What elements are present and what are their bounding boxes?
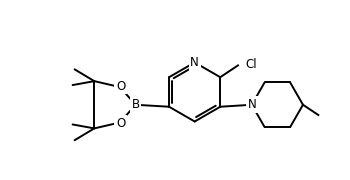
Text: Cl: Cl (245, 58, 257, 71)
Text: N: N (190, 56, 199, 69)
Text: O: O (116, 117, 126, 130)
Text: B: B (132, 98, 140, 111)
Text: O: O (116, 80, 126, 93)
Text: N: N (247, 98, 256, 111)
